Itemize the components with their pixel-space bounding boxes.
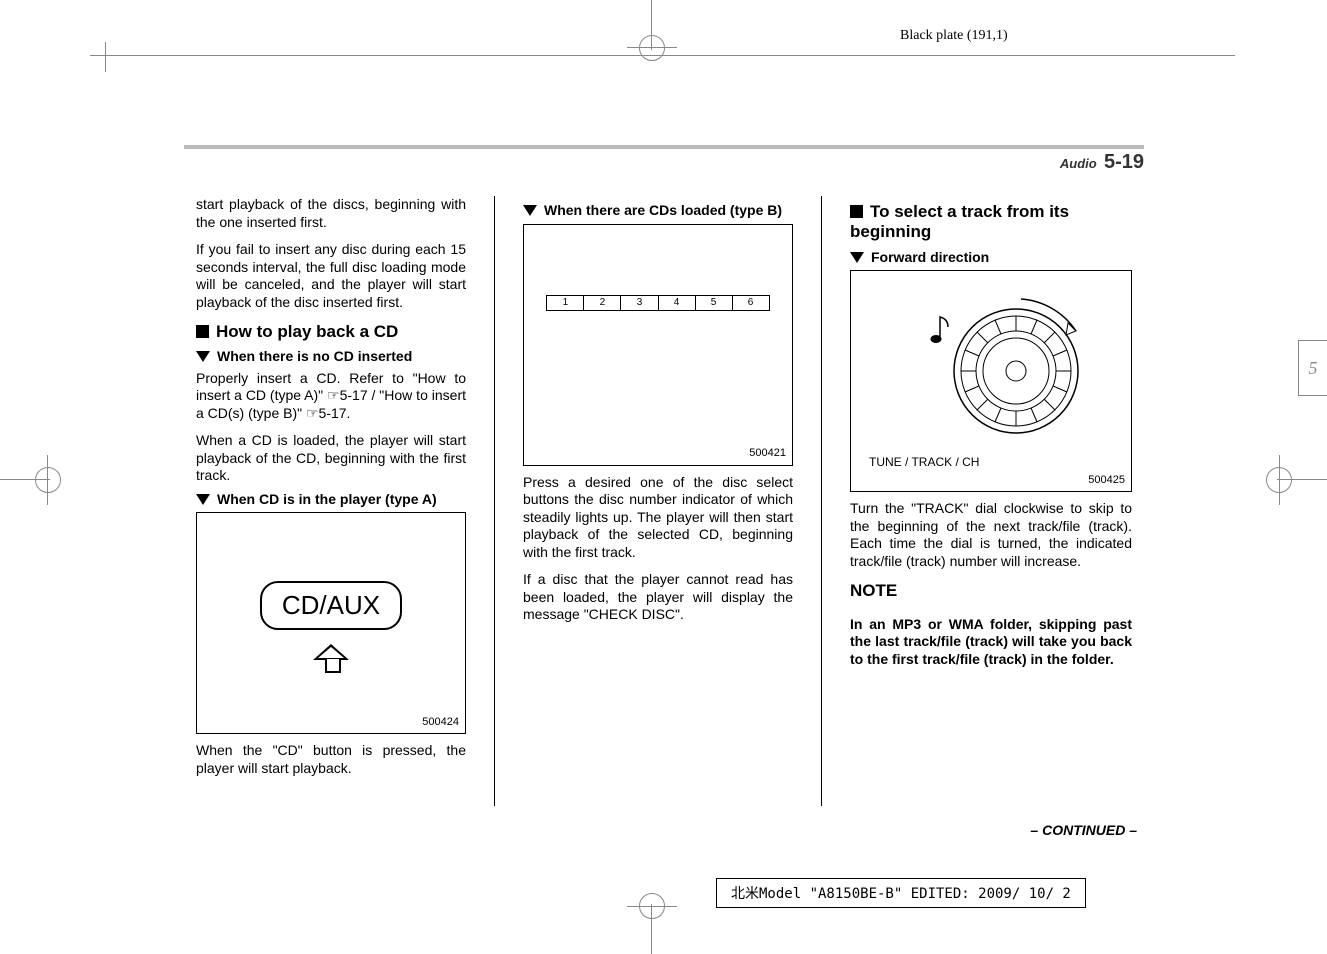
text: If a disc that the player cannot read ha… <box>523 571 793 624</box>
heading-cd-type-a: When CD is in the player (type A) <box>196 491 466 509</box>
text: If you fail to insert any disc during ea… <box>196 241 466 311</box>
figure-cd-aux: CD/AUX 500424 <box>196 512 466 734</box>
arrow-up-icon <box>313 644 349 674</box>
preset-3: 3 <box>620 295 657 312</box>
continued-label: – CONTINUED – <box>1030 822 1137 838</box>
text: Properly insert a CD. Refer to "How to i… <box>196 370 466 423</box>
note-heading: NOTE <box>850 580 1132 601</box>
figure-dial: TUNE / TRACK / CH 500425 <box>850 270 1132 492</box>
preset-4: 4 <box>658 295 695 312</box>
text: When the "CD" button is pressed, the pla… <box>196 742 466 777</box>
heading-how-to-play: How to play back a CD <box>196 321 466 342</box>
text: When a CD is loaded, the player will sta… <box>196 432 466 485</box>
note-text: In an MP3 or WMA folder, skipping past t… <box>850 616 1132 669</box>
heading-cds-type-b: When there are CDs loaded (type B) <box>523 202 793 220</box>
dial-graphic <box>861 291 1121 451</box>
column-rule <box>821 196 822 806</box>
running-head: Audio 5-19 <box>184 151 1144 174</box>
column-1: start playback of the discs, beginning w… <box>184 196 478 806</box>
figure-number: 500425 <box>1088 474 1125 488</box>
figure-number: 500424 <box>422 716 459 730</box>
thumb-tab-5: 5 <box>1298 340 1327 396</box>
plate-label: Black plate (191,1) <box>900 28 1008 44</box>
preset-1: 1 <box>546 295 583 312</box>
column-rule <box>494 196 495 806</box>
header-rule <box>184 145 1144 149</box>
heading-select-track: To select a track from its beginning <box>850 202 1132 243</box>
slug-line: 北米Model "A8150BE-B" EDITED: 2009/ 10/ 2 <box>716 878 1086 908</box>
figure-presets: 1 2 3 4 5 6 500421 <box>523 224 793 466</box>
heading-no-cd: When there is no CD inserted <box>196 348 466 366</box>
cd-aux-button-graphic: CD/AUX <box>260 581 402 630</box>
preset-5: 5 <box>695 295 732 312</box>
trim-left <box>105 42 106 72</box>
dial-label: TUNE / TRACK / CH <box>869 455 1121 470</box>
text: Press a desired one of the disc select b… <box>523 474 793 562</box>
figure-number: 500421 <box>749 447 786 461</box>
preset-buttons-graphic: 1 2 3 4 5 6 <box>546 295 769 312</box>
preset-6: 6 <box>732 295 770 312</box>
trim-top <box>90 55 1235 56</box>
preset-2: 2 <box>583 295 620 312</box>
column-3: To select a track from its beginning For… <box>838 196 1144 806</box>
page-number: 5-19 <box>1104 151 1144 173</box>
body-columns: start playback of the discs, beginning w… <box>184 196 1144 806</box>
heading-forward: Forward direction <box>850 249 1132 267</box>
text: Turn the "TRACK" dial clockwise to skip … <box>850 500 1132 570</box>
section-name: Audio <box>1060 156 1097 171</box>
text: start playback of the discs, beginning w… <box>196 196 466 231</box>
page: Audio 5-19 start playback of the discs, … <box>184 145 1144 806</box>
column-2: When there are CDs loaded (type B) 1 2 3… <box>511 196 805 806</box>
